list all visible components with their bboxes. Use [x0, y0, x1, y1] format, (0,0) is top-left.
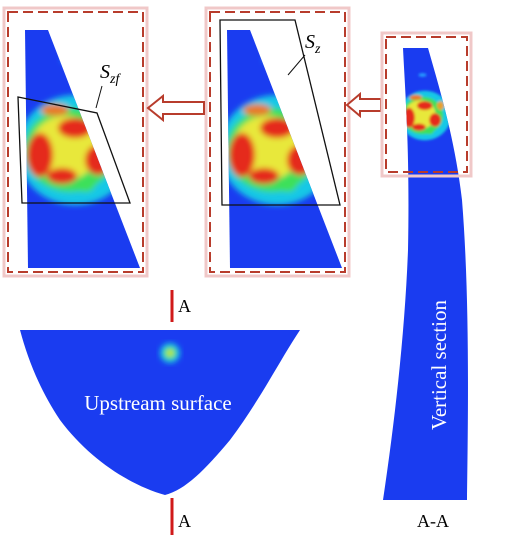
region-label: Sz — [305, 31, 321, 57]
label-symbol: S — [305, 31, 315, 53]
vertical-section-shape — [383, 48, 468, 500]
panel-glow — [2, 6, 149, 278]
upstream-surface-label: Upstream surface — [84, 391, 232, 415]
hot-spot — [160, 343, 180, 363]
section-caption: A-A — [417, 511, 449, 531]
panel-frame — [209, 11, 346, 273]
label-subscript: z — [314, 42, 321, 57]
section-mark: A — [178, 511, 191, 531]
upstream-surface-shape — [20, 330, 300, 495]
panel-frame — [7, 11, 144, 273]
panel-frame — [385, 36, 468, 173]
label-pointer — [287, 54, 306, 76]
region-outline — [219, 19, 341, 206]
label-subscript: zf — [109, 72, 121, 87]
vertical-section-label: Vertical section — [427, 299, 451, 430]
arrow — [146, 93, 205, 123]
panel-glow — [380, 31, 473, 178]
panel-glow — [204, 6, 351, 278]
arrow — [345, 91, 382, 119]
region-outline — [17, 96, 131, 204]
section-mark: A — [178, 296, 191, 316]
label-symbol: S — [100, 61, 110, 83]
region-label: Szf — [100, 61, 121, 87]
label-pointer — [95, 85, 103, 109]
